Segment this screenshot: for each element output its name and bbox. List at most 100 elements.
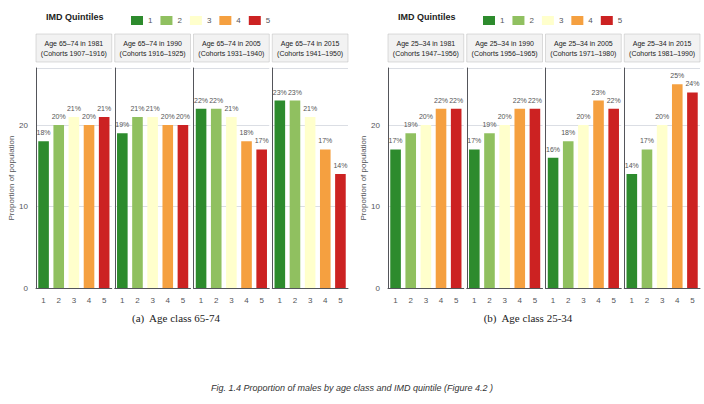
svg-text:18%: 18% <box>37 129 51 136</box>
svg-text:17%: 17% <box>389 137 403 144</box>
svg-text:IMD Quintiles: IMD Quintiles <box>46 12 104 22</box>
svg-text:4: 4 <box>596 296 601 305</box>
svg-text:5: 5 <box>533 296 538 305</box>
svg-text:(Cohorts 1971–1980): (Cohorts 1971–1980) <box>550 50 616 58</box>
svg-text:5: 5 <box>181 296 186 305</box>
svg-text:0: 0 <box>376 284 381 293</box>
svg-text:IMD Quintiles: IMD Quintiles <box>398 12 456 22</box>
svg-text:2: 2 <box>177 16 182 25</box>
svg-text:1: 1 <box>148 16 153 25</box>
svg-text:(Cohorts 1956–1965): (Cohorts 1956–1965) <box>472 50 538 58</box>
svg-text:(Cohorts 1941–1950): (Cohorts 1941–1950) <box>277 50 343 58</box>
svg-text:20%: 20% <box>498 113 512 120</box>
svg-text:(a) Age class 65-74: (a) Age class 65-74 <box>132 312 220 325</box>
svg-text:17%: 17% <box>467 137 481 144</box>
svg-text:2: 2 <box>487 296 492 305</box>
svg-text:21%: 21% <box>67 105 81 112</box>
svg-text:1: 1 <box>393 296 398 305</box>
svg-text:20%: 20% <box>176 113 190 120</box>
svg-text:3: 3 <box>72 296 77 305</box>
svg-text:3: 3 <box>150 296 155 305</box>
svg-text:5: 5 <box>690 296 695 305</box>
svg-text:5: 5 <box>454 296 459 305</box>
svg-text:2: 2 <box>214 296 219 305</box>
svg-text:2: 2 <box>56 296 61 305</box>
svg-text:3: 3 <box>308 296 313 305</box>
svg-text:1: 1 <box>472 296 477 305</box>
svg-text:16%: 16% <box>546 146 560 153</box>
svg-text:20: 20 <box>371 121 380 130</box>
svg-text:3: 3 <box>424 296 429 305</box>
svg-text:19%: 19% <box>404 121 418 128</box>
svg-text:Age 65–74 in 1990: Age 65–74 in 1990 <box>123 40 182 48</box>
svg-text:Fig. 1.4 Proportion of males b: Fig. 1.4 Proportion of males by age clas… <box>211 383 493 393</box>
svg-text:18%: 18% <box>561 129 575 136</box>
svg-text:22%: 22% <box>528 97 542 104</box>
svg-text:21%: 21% <box>224 105 238 112</box>
svg-text:Proportion of population: Proportion of population <box>7 136 16 221</box>
svg-text:(Cohorts 1907–1916): (Cohorts 1907–1916) <box>41 50 107 58</box>
svg-text:Proportion of population: Proportion of population <box>359 136 368 221</box>
svg-text:14%: 14% <box>625 162 639 169</box>
svg-text:1: 1 <box>120 296 125 305</box>
svg-text:22%: 22% <box>449 97 463 104</box>
svg-text:5: 5 <box>338 296 343 305</box>
svg-text:2: 2 <box>408 296 413 305</box>
svg-text:(Cohorts 1981–1990): (Cohorts 1981–1990) <box>629 50 695 58</box>
svg-text:10: 10 <box>371 202 380 211</box>
svg-text:23%: 23% <box>288 89 302 96</box>
svg-text:1: 1 <box>551 296 556 305</box>
svg-text:2: 2 <box>645 296 650 305</box>
svg-text:10: 10 <box>19 202 28 211</box>
svg-text:4: 4 <box>439 296 444 305</box>
svg-text:4: 4 <box>323 296 328 305</box>
svg-text:1: 1 <box>41 296 46 305</box>
svg-text:2: 2 <box>293 296 298 305</box>
svg-text:3: 3 <box>660 296 665 305</box>
svg-text:Age 25–34 in 1981: Age 25–34 in 1981 <box>396 40 455 48</box>
svg-text:20: 20 <box>19 121 28 130</box>
svg-text:Age 25–34 in 2015: Age 25–34 in 2015 <box>633 40 692 48</box>
svg-text:19%: 19% <box>115 121 129 128</box>
svg-text:0: 0 <box>24 284 29 293</box>
svg-text:19%: 19% <box>482 121 496 128</box>
svg-text:4: 4 <box>244 296 249 305</box>
svg-text:5: 5 <box>266 16 271 25</box>
svg-text:5: 5 <box>618 16 623 25</box>
svg-text:4: 4 <box>675 296 680 305</box>
svg-text:(Cohorts 1931–1940): (Cohorts 1931–1940) <box>198 50 264 58</box>
svg-text:(b) Age class 25-34: (b) Age class 25-34 <box>484 312 573 325</box>
svg-text:1: 1 <box>199 296 204 305</box>
svg-text:5: 5 <box>259 296 264 305</box>
svg-text:20%: 20% <box>161 113 175 120</box>
svg-text:2: 2 <box>135 296 140 305</box>
svg-text:20%: 20% <box>419 113 433 120</box>
svg-text:21%: 21% <box>97 105 111 112</box>
svg-text:Age 65–74 in 1981: Age 65–74 in 1981 <box>44 40 103 48</box>
svg-text:Age 65–74 in 2005: Age 65–74 in 2005 <box>202 40 261 48</box>
svg-text:5: 5 <box>611 296 616 305</box>
svg-text:17%: 17% <box>255 137 269 144</box>
svg-text:14%: 14% <box>333 162 347 169</box>
svg-text:3: 3 <box>559 16 564 25</box>
svg-text:1: 1 <box>500 16 505 25</box>
svg-text:Age 65–74 in 2015: Age 65–74 in 2015 <box>281 40 340 48</box>
svg-text:2: 2 <box>529 16 534 25</box>
svg-text:5: 5 <box>102 296 107 305</box>
svg-text:22%: 22% <box>209 97 223 104</box>
svg-text:17%: 17% <box>640 137 654 144</box>
svg-text:22%: 22% <box>513 97 527 104</box>
svg-text:23%: 23% <box>273 89 287 96</box>
svg-text:1: 1 <box>278 296 283 305</box>
svg-text:4: 4 <box>588 16 593 25</box>
svg-text:3: 3 <box>229 296 234 305</box>
svg-text:4: 4 <box>87 296 92 305</box>
svg-text:(Cohorts 1947–1956): (Cohorts 1947–1956) <box>393 50 459 58</box>
svg-text:22%: 22% <box>607 97 621 104</box>
svg-text:25%: 25% <box>670 72 684 79</box>
svg-text:Age 25–34 in 1990: Age 25–34 in 1990 <box>475 40 534 48</box>
svg-text:3: 3 <box>207 16 212 25</box>
svg-text:4: 4 <box>518 296 523 305</box>
svg-text:21%: 21% <box>303 105 317 112</box>
svg-text:23%: 23% <box>592 89 606 96</box>
